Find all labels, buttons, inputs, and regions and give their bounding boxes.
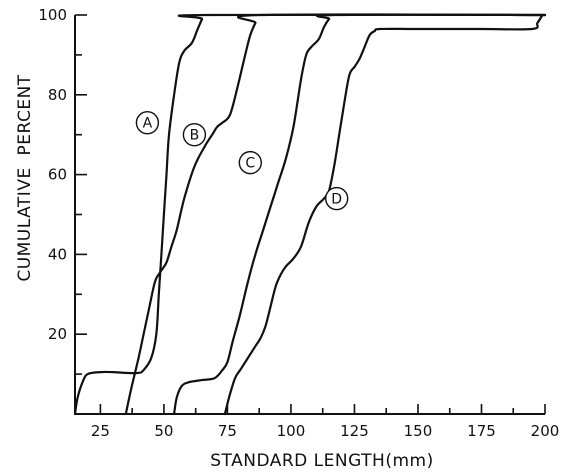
curve-label-text: D bbox=[331, 192, 342, 208]
curve-label-c: C bbox=[238, 150, 262, 175]
curve-b bbox=[124, 13, 547, 416]
tick-labels: 25 50 75 100 125 150 175 200 20 40 60 80 100 bbox=[38, 6, 559, 440]
x-tick-label: 75 bbox=[218, 422, 237, 440]
curve-label-a: A bbox=[135, 111, 160, 135]
curve-label-b: B bbox=[182, 122, 207, 147]
curve-label-circle bbox=[182, 122, 207, 147]
x-axis-title: STANDARD LENGTH(mm) bbox=[210, 451, 433, 471]
y-tick-label: 80 bbox=[48, 86, 67, 104]
x-tick-label: 125 bbox=[340, 422, 369, 440]
curve-c bbox=[173, 13, 547, 416]
curve-label-d: D bbox=[324, 186, 349, 211]
x-tick-label: 100 bbox=[277, 422, 306, 440]
curve-label-circle bbox=[135, 111, 160, 135]
x-tick-label: 175 bbox=[467, 422, 496, 440]
curve-labels: A B C D bbox=[135, 111, 349, 211]
curve-label-text: B bbox=[190, 128, 200, 144]
y-tick-label: 40 bbox=[48, 245, 67, 263]
curves bbox=[73, 13, 547, 416]
x-tick-label: 50 bbox=[154, 422, 173, 440]
curve-label-text: C bbox=[245, 156, 255, 172]
curve-label-circle bbox=[238, 150, 262, 175]
x-tick-label: 200 bbox=[531, 422, 560, 440]
y-tick-label: 60 bbox=[48, 166, 67, 184]
y-tick-label: 100 bbox=[38, 6, 67, 24]
x-tick-label: 25 bbox=[91, 422, 110, 440]
axes bbox=[74, 15, 545, 415]
curve-d bbox=[223, 13, 544, 416]
curve-a bbox=[73, 13, 547, 416]
ticks bbox=[75, 14, 546, 414]
curve-label-text: A bbox=[143, 116, 153, 132]
y-axis-title: CUMULATIVE PERCENT bbox=[15, 74, 35, 281]
curve-label-circle bbox=[324, 186, 349, 211]
x-tick-label: 150 bbox=[404, 422, 433, 440]
y-tick-label: 20 bbox=[48, 325, 67, 343]
